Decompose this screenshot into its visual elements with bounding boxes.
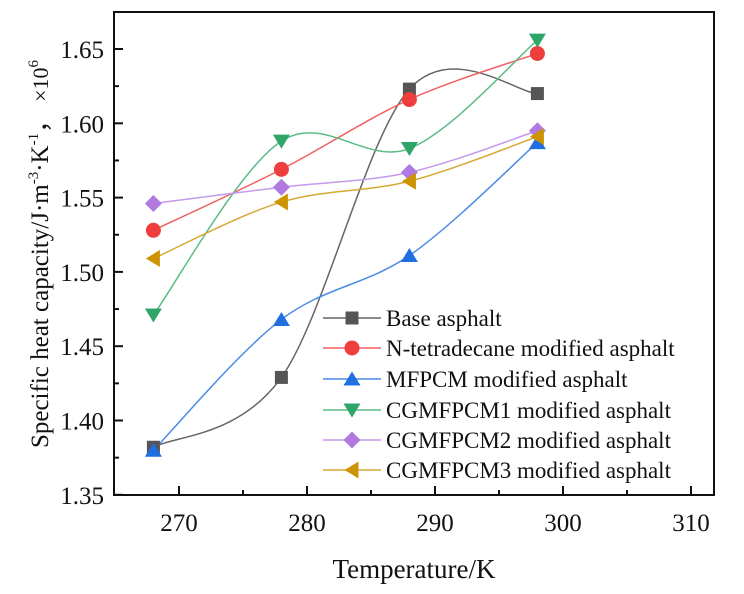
series-markers xyxy=(144,33,546,457)
legend-marker xyxy=(343,403,361,418)
y-tick-label: 1.40 xyxy=(60,409,104,436)
y-tick-label: 1.50 xyxy=(60,260,104,287)
data-point xyxy=(401,92,417,108)
y-tick-label: 1.45 xyxy=(60,334,104,361)
y-tick-label: 1.60 xyxy=(60,111,104,138)
series-line-2 xyxy=(153,52,538,231)
legend: Base asphalt N-tetradecane modified aspha… xyxy=(323,306,675,483)
data-point xyxy=(145,250,160,268)
x-axis: 270 280 290 300 310 xyxy=(160,486,710,537)
data-point xyxy=(401,172,416,190)
y-axis-multiplier: ×10 xyxy=(28,67,53,101)
data-point xyxy=(144,308,162,323)
legend-marker xyxy=(343,431,361,449)
series-line-5 xyxy=(153,130,538,205)
y-axis-label-tail: ， xyxy=(27,108,54,133)
legend-label: MFPCM modified asphalt xyxy=(386,367,628,392)
y-tick-label: 1.35 xyxy=(60,483,104,510)
data-point xyxy=(274,370,288,384)
legend-label: CGMFPCM1 modified asphalt xyxy=(386,398,672,423)
data-point xyxy=(528,135,546,150)
data-point xyxy=(400,248,418,263)
data-point xyxy=(528,33,546,48)
y-axis-label-group: Specific heat capacity/J·m-3·K-1， ×106 xyxy=(26,59,54,448)
legend-marker xyxy=(343,371,361,386)
x-tick-label: 270 xyxy=(160,510,198,537)
y-axis: 1.35 1.40 1.45 1.50 1.55 1.60 1.65 xyxy=(60,37,123,510)
y-tick-label: 1.55 xyxy=(60,186,104,213)
x-tick-label: 280 xyxy=(288,510,326,537)
data-point xyxy=(273,161,289,177)
data-point xyxy=(530,87,544,101)
series-line-3 xyxy=(152,142,538,451)
y-axis-label-sup1: -3 xyxy=(26,172,42,185)
y-axis-multiplier-exp: 6 xyxy=(26,59,42,67)
x-axis-label: Temperature/K xyxy=(332,554,496,584)
data-point xyxy=(272,311,290,326)
y-axis-label: Specific heat capacity/J·m-3·K-1， ×106 xyxy=(26,59,54,448)
legend-marker xyxy=(345,311,359,325)
legend-marker xyxy=(344,340,360,356)
y-tick-label: 1.65 xyxy=(60,37,104,64)
data-point xyxy=(400,142,418,157)
legend-label: CGMFPCM2 modified asphalt xyxy=(386,428,672,453)
plot-frame xyxy=(113,11,715,496)
x-tick-label: 300 xyxy=(544,510,582,537)
legend-item: Base asphalt xyxy=(323,306,502,331)
data-point xyxy=(144,195,162,213)
legend-item: MFPCM modified asphalt xyxy=(323,367,628,392)
legend-item: CGMFPCM3 modified asphalt xyxy=(323,458,672,483)
x-tick-label: 310 xyxy=(672,510,710,537)
series-line-6 xyxy=(153,135,538,260)
x-tick-label: 290 xyxy=(416,510,454,537)
data-point xyxy=(529,128,544,146)
data-point xyxy=(272,178,290,196)
legend-item: CGMFPCM2 modified asphalt xyxy=(323,428,672,453)
legend-label: N-tetradecane modified asphalt xyxy=(386,336,675,361)
legend-label: CGMFPCM3 modified asphalt xyxy=(386,458,672,483)
legend-label: Base asphalt xyxy=(386,306,502,331)
y-axis-label-sup2: -1 xyxy=(26,133,42,146)
data-point xyxy=(273,193,288,211)
legend-item: N-tetradecane modified asphalt xyxy=(323,336,675,361)
y-axis-label-main: Specific heat capacity/J·m xyxy=(27,184,54,448)
data-point xyxy=(402,82,416,96)
series-curves xyxy=(152,39,538,451)
data-point xyxy=(272,134,290,149)
data-point xyxy=(529,45,545,61)
data-point xyxy=(144,442,162,457)
legend-marker xyxy=(344,461,359,479)
series-line-4 xyxy=(152,39,538,316)
legend-item: CGMFPCM1 modified asphalt xyxy=(323,398,672,423)
data-point xyxy=(145,222,161,238)
series-line-1 xyxy=(153,68,538,448)
y-axis-label-mid: ·K xyxy=(27,145,54,171)
